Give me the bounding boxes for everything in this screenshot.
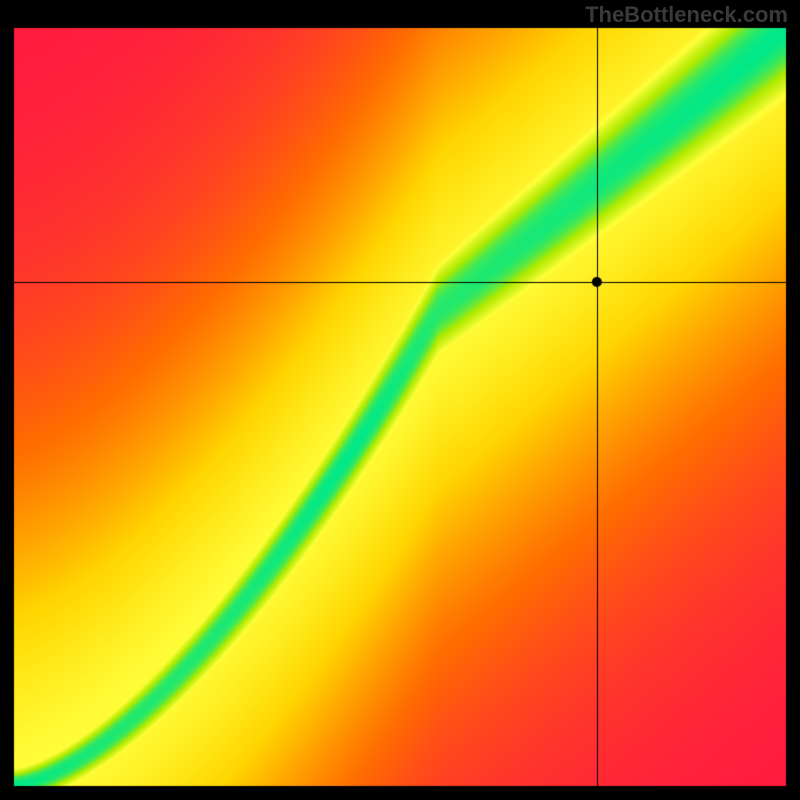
watermark-text: TheBottleneck.com xyxy=(585,2,788,28)
bottleneck-heatmap xyxy=(0,0,800,800)
chart-container: TheBottleneck.com xyxy=(0,0,800,800)
